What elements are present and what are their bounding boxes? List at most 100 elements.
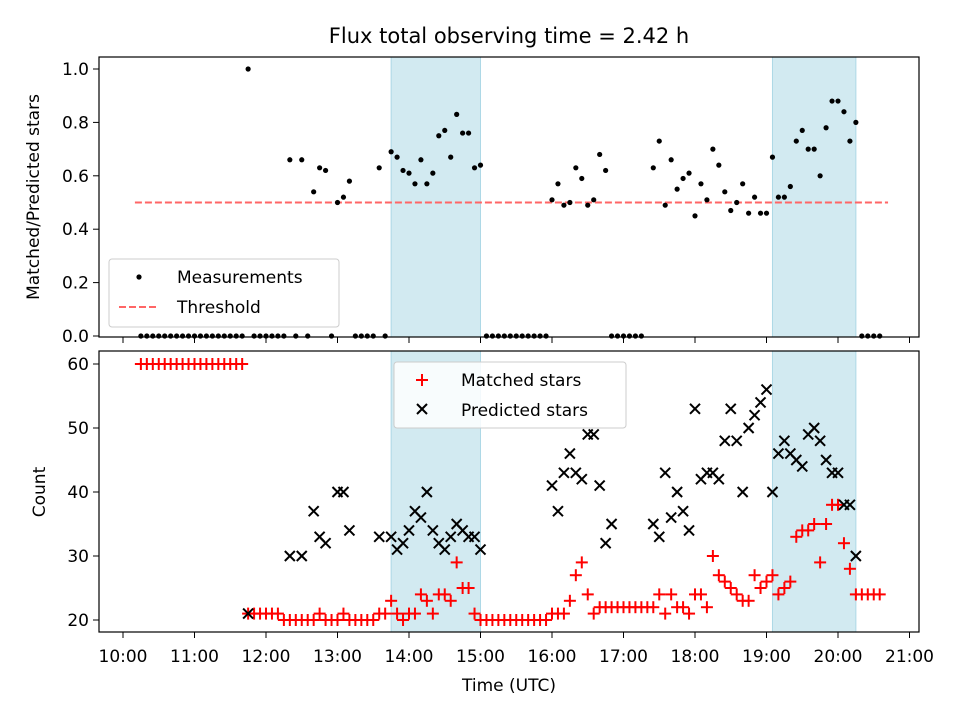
matched-star-point <box>820 518 833 530</box>
predicted-star-point <box>415 511 427 524</box>
measurement-point <box>597 151 603 158</box>
matched-star-point <box>397 614 410 626</box>
measurement-point <box>257 333 263 339</box>
measurement-point <box>734 199 740 206</box>
measurement-point <box>138 333 144 339</box>
measurement-point <box>614 333 621 339</box>
bottom-y-tick-label: 40 <box>67 483 89 503</box>
predicted-star-point <box>665 511 677 524</box>
measurement-point <box>674 186 680 192</box>
measurement-point <box>710 146 716 152</box>
measurement-point <box>346 178 353 184</box>
measurement-point <box>418 157 424 163</box>
measurement-point <box>174 333 180 339</box>
measurement-point <box>436 133 442 139</box>
matched-star-point <box>468 607 481 620</box>
matched-star-point <box>444 594 457 607</box>
predicted-star-point <box>719 435 731 447</box>
top-y-axis-label: Matched/Predicted stars <box>24 94 44 300</box>
legend-matched-label: Matched stars <box>461 371 581 391</box>
predicted-star-point <box>546 479 558 492</box>
measurement-point <box>305 333 311 339</box>
measurement-point <box>769 154 776 160</box>
predicted-star-point <box>337 486 350 498</box>
measurement-point <box>585 202 591 208</box>
legend-measurements-label: Measurements <box>177 268 303 288</box>
predicted-star-point <box>552 505 564 517</box>
matched-star-point <box>665 588 678 601</box>
measurement-point <box>489 333 496 339</box>
measurement-point <box>662 202 668 208</box>
matched-star-point <box>694 588 707 601</box>
measurement-point <box>823 125 829 131</box>
predicted-star-point <box>731 435 743 447</box>
matched-star-point <box>843 562 856 575</box>
predicted-star-point <box>439 543 451 556</box>
predicted-star-point <box>844 499 856 511</box>
measurement-point <box>245 66 251 72</box>
measurement-point <box>728 207 734 214</box>
matched-star-point <box>426 607 439 620</box>
measurement-point <box>317 165 323 171</box>
measurement-point <box>763 210 770 216</box>
matched-star-point <box>718 575 731 588</box>
matched-star-point <box>569 569 582 582</box>
bottom-y-axis-label: Count <box>30 466 50 517</box>
matched-star-point <box>391 607 404 620</box>
measurement-point <box>364 333 370 339</box>
matched-star-point <box>271 607 284 620</box>
top-y-tick-label: 0.6 <box>62 167 89 187</box>
x-tick-label: 12:00 <box>242 647 291 667</box>
predicted-star-point <box>296 550 308 562</box>
measurement-point <box>853 119 859 125</box>
measurement-point <box>340 194 347 200</box>
matched-star-point <box>772 588 785 601</box>
matched-star-point <box>337 607 350 620</box>
measurement-point <box>525 333 531 339</box>
measurement-point <box>382 333 388 339</box>
x-axis-label: Time (UTC) <box>461 676 556 696</box>
measurement-point <box>287 157 293 163</box>
predicted-star-point <box>689 403 701 415</box>
measurement-point <box>871 333 877 339</box>
measurement-point <box>358 333 364 339</box>
measurement-point <box>537 333 543 339</box>
matched-star-point <box>438 588 451 601</box>
legend-predicted-marker <box>416 403 428 415</box>
measurement-point <box>281 333 287 339</box>
measurement-point <box>817 173 823 179</box>
x-tick-label: 13:00 <box>313 647 362 667</box>
measurement-point <box>698 181 704 187</box>
predicted-star-point <box>343 524 356 537</box>
shaded-window-1 <box>390 56 481 338</box>
predicted-star-point <box>778 435 791 447</box>
matched-star-point <box>450 556 463 569</box>
predicted-star-point <box>754 396 767 409</box>
measurement-point <box>430 170 436 176</box>
predicted-star-point <box>242 607 254 620</box>
predicted-star-point <box>605 518 618 530</box>
measurement-point <box>483 333 490 339</box>
measurement-point <box>370 333 376 339</box>
x-tick-label: 21:00 <box>885 647 934 667</box>
measurement-point <box>811 146 817 152</box>
measurement-point <box>781 194 787 200</box>
legend-predicted-label: Predicted stars <box>461 401 588 421</box>
measurement-point <box>608 333 615 339</box>
measurement-point <box>465 130 472 136</box>
predicted-star-point <box>772 447 785 460</box>
measurement-point <box>293 333 299 339</box>
measurement-point <box>722 189 728 195</box>
predicted-star-point <box>427 524 439 537</box>
measurement-point <box>591 197 597 203</box>
matched-star-point <box>790 530 803 543</box>
matched-star-point <box>778 582 791 594</box>
predicted-star-point <box>564 447 576 460</box>
matched-star-point <box>313 607 326 620</box>
predicted-star-point <box>445 531 457 543</box>
measurement-point <box>507 333 513 339</box>
measurement-point <box>376 165 382 171</box>
predicted-star-point <box>558 467 570 479</box>
measurement-point <box>686 170 692 176</box>
measurement-point <box>567 199 573 206</box>
